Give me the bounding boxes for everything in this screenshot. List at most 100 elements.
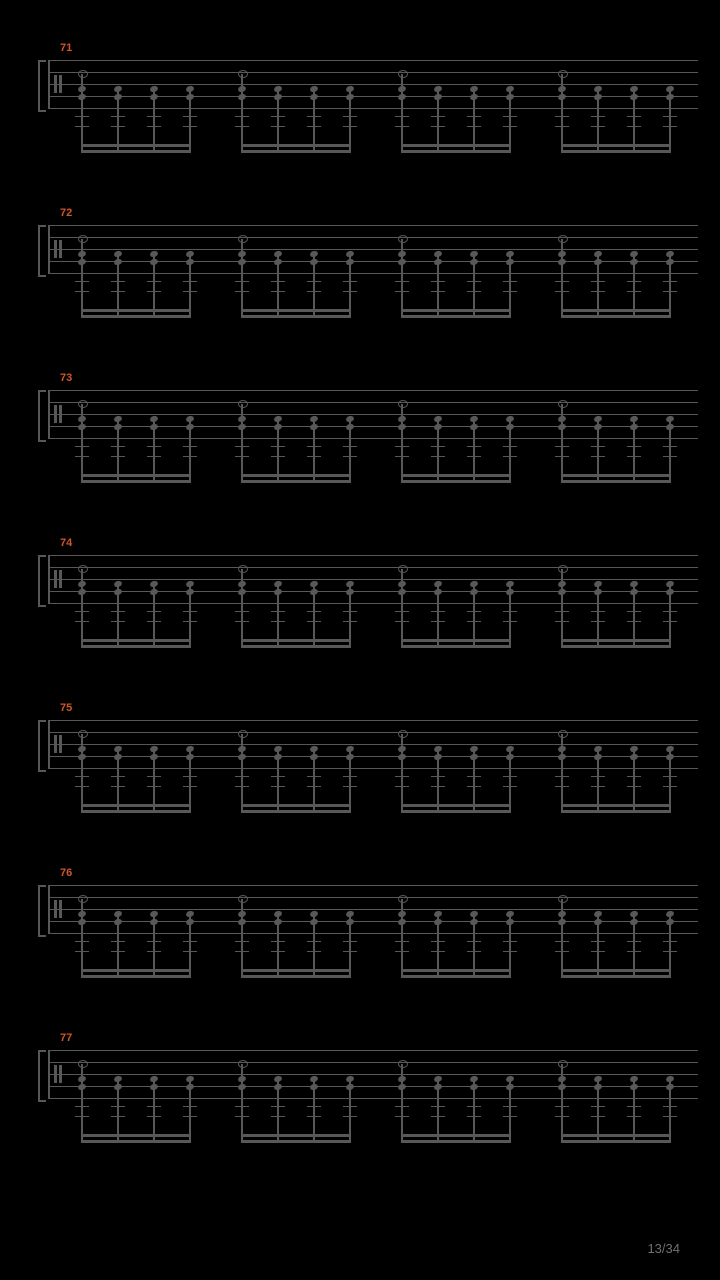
- ledger-line: [307, 456, 321, 457]
- ledger-line: [555, 281, 569, 282]
- beam: [561, 810, 671, 813]
- beat-group: [78, 225, 218, 335]
- note: [666, 885, 684, 995]
- ledger-line: [627, 446, 641, 447]
- beam: [401, 1134, 511, 1137]
- ledger-line: [591, 621, 605, 622]
- stem: [81, 404, 83, 480]
- note: [186, 555, 204, 665]
- ledger-line: [343, 446, 357, 447]
- beam: [401, 144, 511, 147]
- note: [470, 60, 488, 170]
- beam: [561, 1140, 671, 1143]
- stem: [277, 585, 279, 645]
- beam: [81, 309, 191, 312]
- note: [78, 555, 96, 665]
- ledger-line: [467, 291, 481, 292]
- beam: [241, 480, 351, 483]
- ledger-line: [663, 116, 677, 117]
- ledger-line: [147, 1106, 161, 1107]
- stem: [401, 734, 403, 810]
- stem: [189, 585, 191, 645]
- ledger-line: [147, 621, 161, 622]
- ledger-line: [111, 456, 125, 457]
- note: [558, 390, 576, 500]
- ledger-line: [467, 126, 481, 127]
- note: [630, 1050, 648, 1160]
- stem: [117, 90, 119, 150]
- stem: [313, 585, 315, 645]
- ledger-line: [555, 941, 569, 942]
- ledger-line: [395, 941, 409, 942]
- ledger-line: [307, 281, 321, 282]
- ledger-line: [467, 621, 481, 622]
- ledger-line: [503, 611, 517, 612]
- beat-group: [238, 1050, 378, 1160]
- ledger-line: [395, 281, 409, 282]
- note: [346, 555, 364, 665]
- note-head-open: [78, 730, 88, 738]
- beat-group: [398, 60, 538, 170]
- stem: [313, 90, 315, 150]
- ledger-line: [235, 621, 249, 622]
- note: [666, 225, 684, 335]
- ledger-line: [147, 786, 161, 787]
- note: [346, 720, 364, 830]
- beam: [401, 639, 511, 642]
- stem: [117, 1080, 119, 1140]
- note: [150, 1050, 168, 1160]
- stem: [597, 915, 599, 975]
- staff: [48, 225, 698, 273]
- ledger-line: [307, 291, 321, 292]
- note: [398, 555, 416, 665]
- beam: [81, 804, 191, 807]
- stem: [633, 915, 635, 975]
- ledger-line: [431, 456, 445, 457]
- ledger-line: [271, 116, 285, 117]
- stem: [509, 90, 511, 150]
- stem: [277, 420, 279, 480]
- ledger-line: [591, 776, 605, 777]
- stem: [153, 255, 155, 315]
- note: [114, 885, 132, 995]
- beat-group: [78, 60, 218, 170]
- ledger-line: [271, 291, 285, 292]
- ledger-line: [503, 941, 517, 942]
- ledger-line: [75, 281, 89, 282]
- beam: [81, 969, 191, 972]
- stem: [669, 420, 671, 480]
- ledger-line: [395, 126, 409, 127]
- stem: [153, 750, 155, 810]
- ledger-line: [75, 1116, 89, 1117]
- ledger-line: [235, 291, 249, 292]
- ledger-line: [271, 456, 285, 457]
- beam: [401, 969, 511, 972]
- note: [78, 720, 96, 830]
- measure-number: 75: [60, 702, 72, 714]
- ledger-line: [343, 126, 357, 127]
- ledger-line: [555, 776, 569, 777]
- stem: [81, 899, 83, 975]
- beat-group: [238, 720, 378, 830]
- ledger-line: [147, 1116, 161, 1117]
- note: [506, 555, 524, 665]
- stem: [153, 585, 155, 645]
- beam: [561, 639, 671, 642]
- note: [434, 720, 452, 830]
- ledger-line: [271, 611, 285, 612]
- note: [238, 720, 256, 830]
- ledger-line: [111, 116, 125, 117]
- staff-bracket: [38, 390, 46, 442]
- ledger-line: [591, 281, 605, 282]
- beat-group: [238, 60, 378, 170]
- note-head-open: [238, 895, 248, 903]
- ledger-line: [431, 1106, 445, 1107]
- ledger-line: [111, 776, 125, 777]
- beam: [561, 975, 671, 978]
- note: [186, 720, 204, 830]
- stem: [189, 90, 191, 150]
- stem: [117, 255, 119, 315]
- beam: [81, 975, 191, 978]
- ledger-line: [503, 776, 517, 777]
- stem: [241, 404, 243, 480]
